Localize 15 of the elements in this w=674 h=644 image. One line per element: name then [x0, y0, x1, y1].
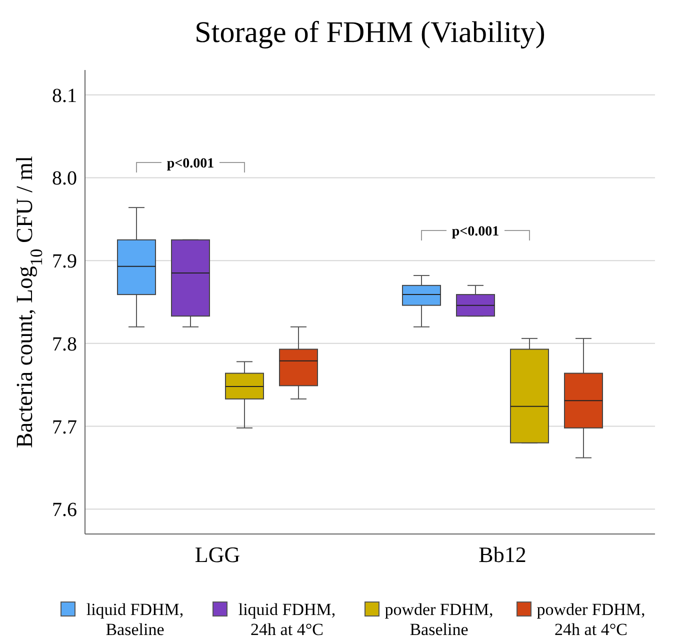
legend-label: powder FDHM, Baseline [384, 600, 494, 639]
y-tick-label: 7.9 [52, 250, 77, 273]
legend-label: liquid FDHM, 24h at 4°C [238, 600, 336, 639]
annotation: p<0.001 [452, 224, 500, 240]
y-tick-label: 8.0 [52, 168, 77, 190]
x-tick-label: LGG [194, 542, 240, 567]
y-tick-label: 7.8 [52, 333, 77, 356]
legend-label: liquid FDHM, Baseline [86, 600, 184, 639]
annotation: p<0.001 [166, 156, 214, 172]
legend-label: powder FDHM, 24h at 4°C [536, 600, 646, 639]
chart-title: Storage of FDHM (Viability) [194, 16, 546, 49]
x-tick-label: Bb12 [478, 542, 526, 567]
y-tick-label: 7.6 [52, 499, 77, 522]
y-tick-label: 7.7 [52, 416, 77, 438]
y-tick-label: 8.1 [52, 84, 77, 107]
